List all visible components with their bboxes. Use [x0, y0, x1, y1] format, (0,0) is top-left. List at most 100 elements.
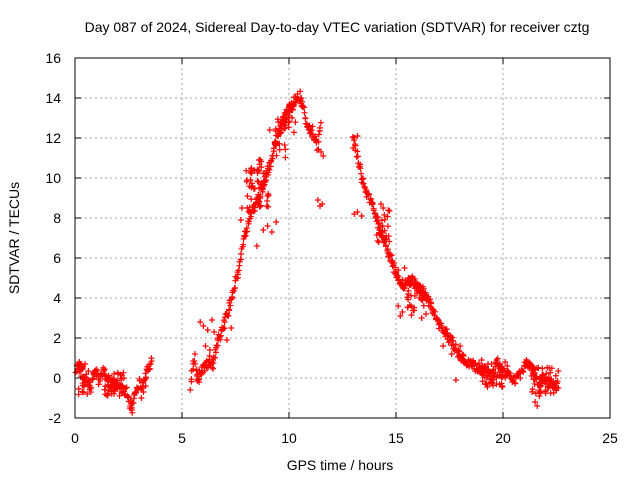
- data-point: [209, 365, 216, 372]
- data-point: [496, 368, 503, 375]
- data-point: [542, 378, 549, 385]
- x-axis-label: GPS time / hours: [287, 457, 394, 473]
- data-point: [517, 375, 524, 382]
- data-point: [85, 367, 92, 374]
- data-point: [552, 372, 559, 379]
- data-point: [375, 224, 382, 231]
- data-point: [206, 352, 213, 359]
- data-point: [281, 142, 288, 149]
- data-point: [448, 351, 455, 357]
- data-point: [208, 317, 215, 323]
- data-point: [496, 360, 503, 367]
- data-point: [245, 218, 252, 225]
- data-point: [485, 361, 492, 367]
- data-point: [494, 355, 501, 362]
- data-point: [93, 367, 100, 374]
- data-point: [214, 342, 221, 349]
- data-point: [395, 267, 402, 273]
- data-point: [548, 365, 555, 372]
- data-point: [103, 392, 110, 399]
- data-point: [235, 267, 242, 274]
- data-point: [253, 243, 260, 249]
- data-point: [223, 337, 230, 343]
- data-point: [202, 343, 209, 349]
- data-point: [276, 146, 283, 153]
- data-point: [95, 381, 102, 388]
- data-point: [504, 363, 511, 369]
- data-point: [416, 294, 423, 301]
- data-point: [370, 205, 377, 212]
- data-point: [379, 229, 386, 236]
- data-point: [302, 120, 309, 127]
- data-point: [204, 327, 211, 333]
- data-point: [457, 343, 464, 349]
- data-point: [283, 108, 290, 115]
- data-point: [384, 246, 391, 253]
- data-point: [261, 170, 268, 177]
- data-point: [75, 385, 82, 392]
- data-point: [392, 264, 399, 271]
- data-point: [490, 382, 497, 389]
- data-point: [290, 129, 297, 136]
- data-point: [468, 362, 475, 369]
- data-point: [268, 158, 275, 165]
- data-point: [493, 381, 500, 387]
- data-point: [289, 114, 296, 121]
- data-point: [221, 325, 228, 332]
- data-point: [384, 213, 391, 220]
- data-point: [147, 361, 154, 368]
- data-point: [201, 367, 208, 374]
- data-point: [419, 292, 426, 299]
- data-point: [251, 204, 258, 211]
- data-point: [349, 133, 356, 140]
- data-point: [142, 374, 149, 381]
- data-point: [111, 379, 118, 386]
- data-point: [363, 187, 370, 194]
- data-point: [232, 284, 239, 291]
- data-point: [243, 167, 250, 174]
- data-point: [532, 399, 539, 405]
- data-point: [528, 372, 535, 379]
- data-point: [279, 114, 286, 121]
- data-point: [314, 197, 321, 203]
- data-point: [255, 191, 262, 198]
- data-point: [539, 365, 546, 372]
- data-point: [357, 165, 364, 172]
- data-point: [264, 193, 271, 200]
- y-tick-label: 8: [53, 210, 61, 226]
- data-point: [237, 256, 244, 263]
- data-point: [395, 303, 402, 309]
- data-point: [128, 407, 135, 413]
- data-point: [225, 312, 232, 319]
- data-point: [142, 383, 149, 389]
- data-point: [427, 296, 434, 303]
- data-point: [384, 223, 391, 230]
- data-point: [148, 358, 155, 365]
- data-point: [547, 369, 554, 376]
- data-point: [79, 388, 86, 395]
- axis-ticks: [74, 57, 611, 419]
- data-point: [315, 131, 322, 138]
- data-point: [140, 389, 147, 395]
- data-point: [318, 149, 325, 155]
- data-point: [77, 367, 84, 374]
- data-point: [243, 178, 250, 185]
- data-point: [244, 193, 251, 200]
- data-point: [440, 329, 447, 336]
- data-point: [301, 109, 308, 116]
- data-point: [263, 203, 270, 210]
- data-point: [484, 383, 491, 390]
- data-point: [533, 374, 540, 381]
- data-point: [545, 374, 552, 381]
- data-point: [440, 343, 447, 349]
- data-point: [530, 369, 537, 376]
- data-point: [251, 167, 258, 174]
- data-point: [481, 367, 488, 374]
- y-tick-label: 0: [53, 370, 61, 386]
- data-point: [258, 184, 265, 191]
- data-point: [315, 138, 322, 145]
- data-point: [483, 380, 490, 387]
- data-point: [138, 395, 145, 401]
- data-point: [369, 199, 376, 206]
- data-point: [146, 366, 153, 373]
